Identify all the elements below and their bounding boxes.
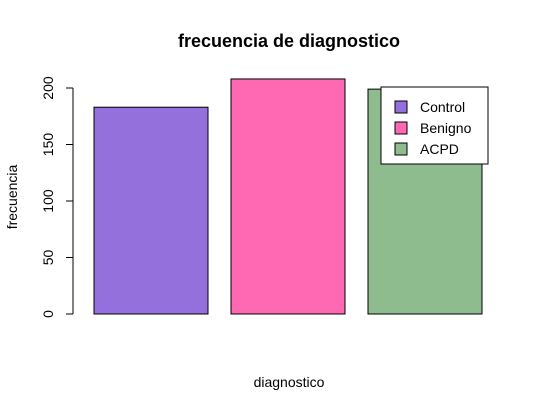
y-tick-label: 100 [40,189,56,213]
legend-entry: ACPD [420,141,459,157]
x-axis-label: diagnostico [254,374,325,390]
chart-title: frecuencia de diagnostico [178,31,400,51]
y-tick-label: 150 [40,133,56,157]
legend-entry: Control [420,99,465,115]
y-axis: 0 50 100 150 200 [40,76,74,318]
legend: Control Benigno ACPD [380,86,489,165]
y-axis-label: frecuencia [4,164,20,229]
y-tick-label: 50 [40,250,56,266]
y-tick-label: 200 [40,76,56,100]
y-tick-label: 0 [40,310,56,318]
bar-benigno [230,78,346,315]
legend-swatch [394,100,408,114]
bar-control [93,106,209,315]
legend-swatch [394,121,408,135]
legend-swatch [394,142,408,156]
legend-entry: Benigno [420,120,472,136]
